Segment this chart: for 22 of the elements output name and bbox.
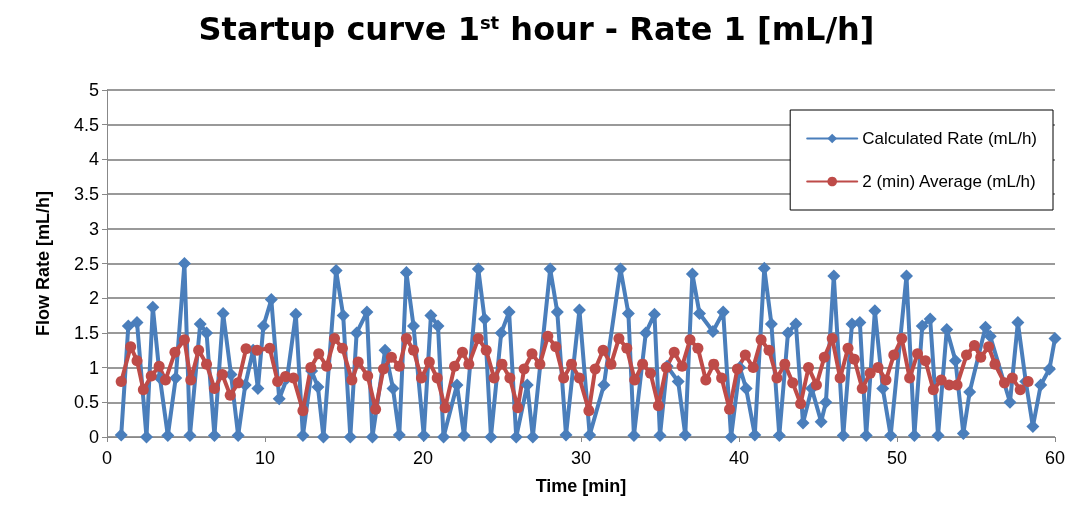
x-tick-label: 10 (254, 448, 276, 468)
x-tick-label: 50 (886, 448, 908, 468)
y-tick-label: 4.5 (73, 114, 99, 135)
y-tick-label: 2 (88, 288, 99, 309)
y-tick-label: 0 (88, 427, 99, 447)
x-tick-label: 20 (412, 448, 434, 468)
x-tick-label: 0 (101, 448, 113, 468)
x-axis-title: Time [min] (535, 476, 627, 496)
y-tick-label: 5 (88, 80, 99, 100)
y-tick-label: 3 (88, 218, 99, 239)
y-tick-label: 2.5 (73, 253, 99, 274)
y-tick-label: 1 (88, 357, 99, 378)
legend-label: 2 (min) Average (mL/h) (862, 172, 1036, 191)
x-tick-label: 30 (570, 448, 592, 468)
y-tick-label: 1.5 (73, 322, 99, 343)
y-tick-label: 0.5 (73, 392, 99, 413)
y-tick-label: 4 (88, 149, 99, 170)
y-tick-label: 3.5 (73, 184, 99, 205)
legend-label: Calculated Rate (mL/h) (862, 129, 1038, 148)
x-tick-label: 60 (1044, 448, 1066, 468)
x-tick-label: 40 (728, 448, 750, 468)
y-axis-title: Flow Rate [mL/h] (33, 191, 53, 336)
